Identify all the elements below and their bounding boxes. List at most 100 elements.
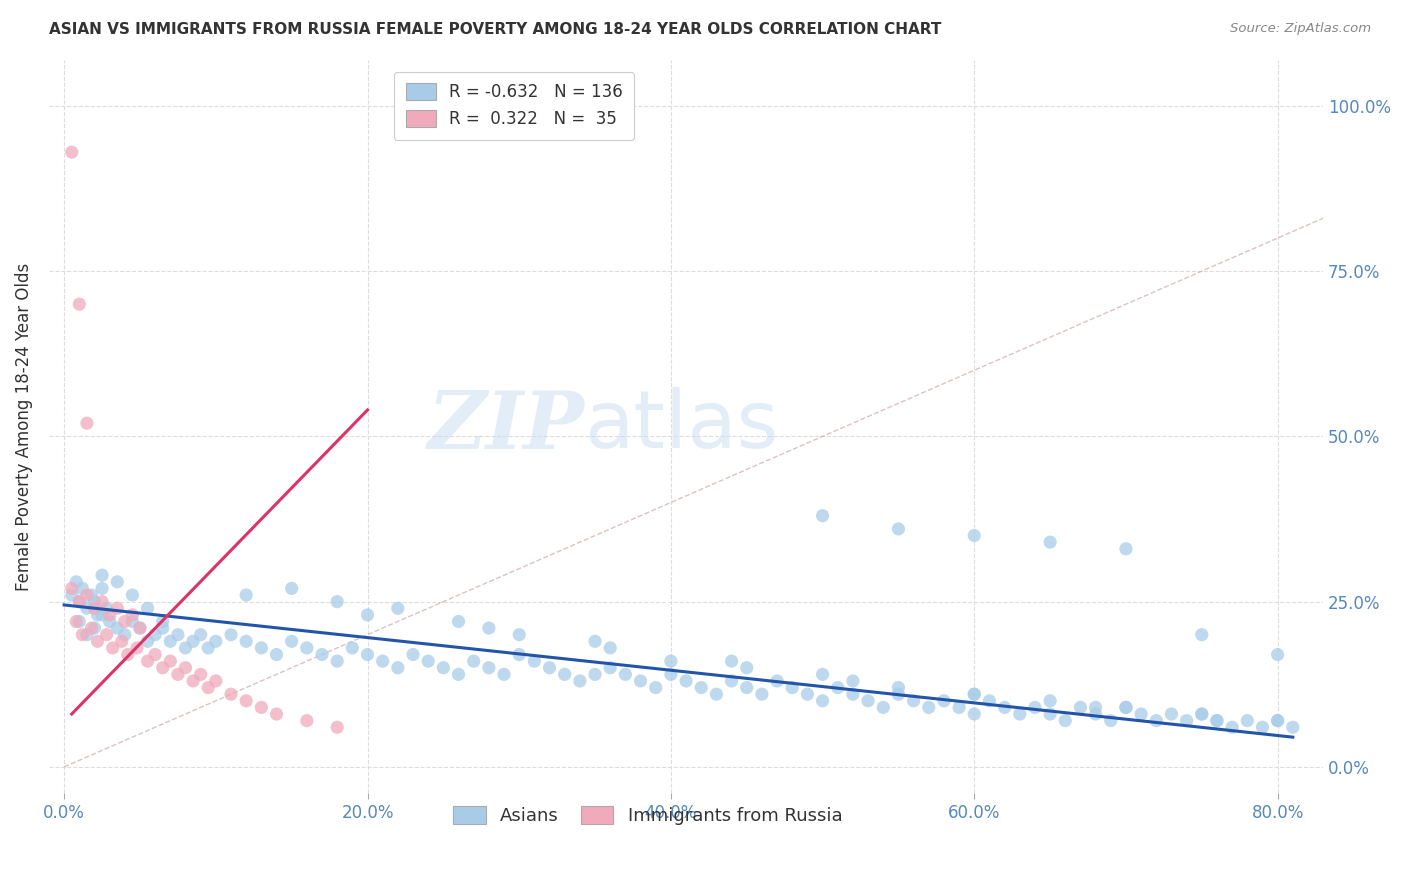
- Point: [136, 654, 159, 668]
- Point: [72, 582, 94, 596]
- Point: [235, 694, 257, 708]
- Point: [143, 628, 166, 642]
- Point: [136, 634, 159, 648]
- Point: [117, 648, 139, 662]
- Point: [197, 681, 219, 695]
- Point: [114, 628, 136, 642]
- Point: [181, 634, 204, 648]
- Point: [235, 634, 257, 648]
- Point: [720, 673, 742, 688]
- Point: [83, 621, 105, 635]
- Point: [250, 700, 273, 714]
- Point: [60, 582, 83, 596]
- Point: [418, 654, 440, 668]
- Point: [751, 687, 773, 701]
- Point: [167, 667, 190, 681]
- Point: [1008, 706, 1031, 721]
- Point: [91, 568, 114, 582]
- Point: [91, 594, 114, 608]
- Point: [402, 648, 425, 662]
- Point: [91, 582, 114, 596]
- Point: [125, 640, 148, 655]
- Point: [111, 634, 134, 648]
- Point: [963, 687, 986, 701]
- Point: [1024, 700, 1046, 714]
- Point: [266, 706, 288, 721]
- Point: [152, 621, 174, 635]
- Point: [720, 654, 742, 668]
- Text: ASIAN VS IMMIGRANTS FROM RUSSIA FEMALE POVERTY AMONG 18-24 YEAR OLDS CORRELATION: ASIAN VS IMMIGRANTS FROM RUSSIA FEMALE P…: [49, 22, 942, 37]
- Point: [152, 661, 174, 675]
- Point: [121, 607, 143, 622]
- Point: [72, 628, 94, 642]
- Point: [67, 594, 90, 608]
- Point: [181, 673, 204, 688]
- Point: [250, 640, 273, 655]
- Point: [614, 667, 637, 681]
- Point: [735, 661, 758, 675]
- Point: [129, 621, 152, 635]
- Point: [796, 687, 818, 701]
- Y-axis label: Female Poverty Among 18-24 Year Olds: Female Poverty Among 18-24 Year Olds: [15, 262, 32, 591]
- Point: [174, 640, 197, 655]
- Point: [356, 607, 378, 622]
- Point: [280, 634, 302, 648]
- Point: [508, 628, 530, 642]
- Point: [599, 661, 621, 675]
- Point: [1267, 648, 1289, 662]
- Text: ZIP: ZIP: [427, 388, 583, 466]
- Point: [174, 661, 197, 675]
- Point: [583, 667, 606, 681]
- Point: [80, 588, 103, 602]
- Point: [918, 700, 941, 714]
- Point: [67, 297, 90, 311]
- Point: [101, 640, 124, 655]
- Point: [1175, 714, 1198, 728]
- Point: [80, 621, 103, 635]
- Point: [1206, 714, 1229, 728]
- Point: [326, 720, 349, 734]
- Point: [86, 634, 108, 648]
- Point: [447, 667, 470, 681]
- Point: [599, 640, 621, 655]
- Point: [67, 594, 90, 608]
- Point: [1069, 700, 1091, 714]
- Point: [152, 615, 174, 629]
- Point: [190, 667, 212, 681]
- Point: [295, 640, 318, 655]
- Point: [205, 634, 228, 648]
- Point: [205, 673, 228, 688]
- Point: [96, 628, 118, 642]
- Point: [478, 621, 501, 635]
- Point: [766, 673, 789, 688]
- Point: [356, 648, 378, 662]
- Point: [1099, 714, 1122, 728]
- Point: [811, 508, 834, 523]
- Point: [1130, 706, 1153, 721]
- Point: [167, 628, 190, 642]
- Point: [1220, 720, 1243, 734]
- Point: [235, 588, 257, 602]
- Point: [60, 145, 83, 160]
- Point: [1144, 714, 1167, 728]
- Point: [76, 588, 98, 602]
- Point: [780, 681, 803, 695]
- Point: [811, 694, 834, 708]
- Point: [295, 714, 318, 728]
- Point: [644, 681, 666, 695]
- Text: Source: ZipAtlas.com: Source: ZipAtlas.com: [1230, 22, 1371, 36]
- Point: [872, 700, 894, 714]
- Point: [326, 654, 349, 668]
- Point: [827, 681, 849, 695]
- Point: [963, 528, 986, 542]
- Point: [129, 621, 152, 635]
- Point: [65, 615, 87, 629]
- Point: [735, 681, 758, 695]
- Point: [963, 687, 986, 701]
- Point: [60, 588, 83, 602]
- Point: [86, 607, 108, 622]
- Point: [159, 634, 181, 648]
- Point: [143, 648, 166, 662]
- Point: [1039, 535, 1062, 549]
- Point: [121, 588, 143, 602]
